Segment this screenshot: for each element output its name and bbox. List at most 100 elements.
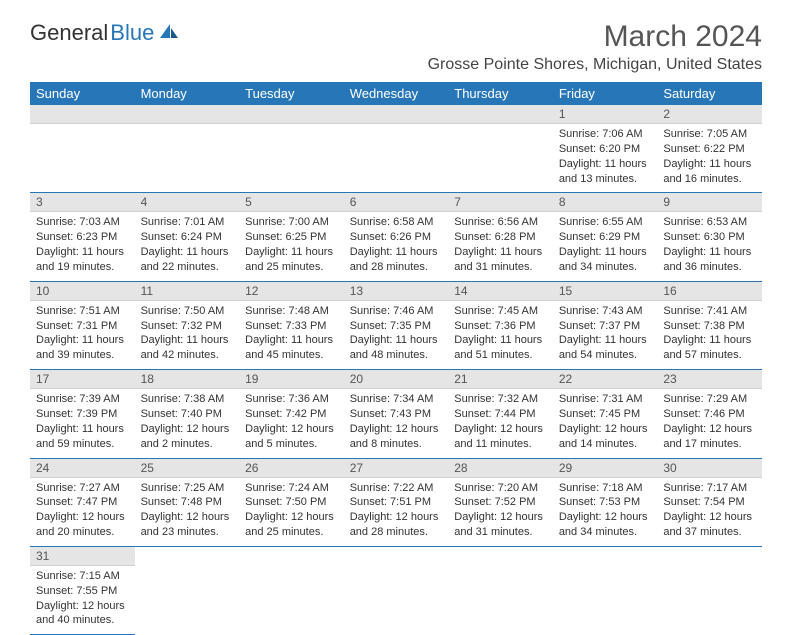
day-number: 5: [239, 193, 344, 212]
sunrise-text: Sunrise: 7:32 AM: [454, 392, 547, 407]
calendar-day-cell: 7Sunrise: 6:56 AMSunset: 6:28 PMDaylight…: [448, 193, 553, 281]
daylight-text: Daylight: 11 hours and 19 minutes.: [36, 245, 129, 275]
calendar-day-cell: 12Sunrise: 7:48 AMSunset: 7:33 PMDayligh…: [239, 281, 344, 369]
day-details: Sunrise: 7:06 AMSunset: 6:20 PMDaylight:…: [553, 124, 658, 192]
sunrise-text: Sunrise: 7:27 AM: [36, 481, 129, 496]
calendar-week-row: 31Sunrise: 7:15 AMSunset: 7:55 PMDayligh…: [30, 546, 762, 634]
sunset-text: Sunset: 7:55 PM: [36, 584, 129, 599]
calendar-day-cell: [239, 105, 344, 193]
sunrise-text: Sunrise: 7:00 AM: [245, 215, 338, 230]
sunset-text: Sunset: 7:50 PM: [245, 495, 338, 510]
day-details: Sunrise: 7:29 AMSunset: 7:46 PMDaylight:…: [657, 389, 762, 457]
sunrise-text: Sunrise: 7:46 AM: [350, 304, 443, 319]
calendar-day-cell: [30, 105, 135, 193]
day-number: 13: [344, 282, 449, 301]
calendar-table: Sunday Monday Tuesday Wednesday Thursday…: [30, 82, 762, 635]
calendar-day-cell: [135, 105, 240, 193]
day-number: 9: [657, 193, 762, 212]
daylight-text: Daylight: 11 hours and 13 minutes.: [559, 157, 652, 187]
sunset-text: Sunset: 7:53 PM: [559, 495, 652, 510]
sunset-text: Sunset: 6:25 PM: [245, 230, 338, 245]
sunset-text: Sunset: 6:26 PM: [350, 230, 443, 245]
calendar-day-cell: [239, 546, 344, 634]
sunrise-text: Sunrise: 7:41 AM: [663, 304, 756, 319]
sunset-text: Sunset: 7:54 PM: [663, 495, 756, 510]
sunrise-text: Sunrise: 6:58 AM: [350, 215, 443, 230]
calendar-day-cell: 18Sunrise: 7:38 AMSunset: 7:40 PMDayligh…: [135, 370, 240, 458]
sunrise-text: Sunrise: 7:31 AM: [559, 392, 652, 407]
day-details: Sunrise: 7:36 AMSunset: 7:42 PMDaylight:…: [239, 389, 344, 457]
daylight-text: Daylight: 12 hours and 25 minutes.: [245, 510, 338, 540]
sunset-text: Sunset: 7:47 PM: [36, 495, 129, 510]
day-number: 21: [448, 370, 553, 389]
sunset-text: Sunset: 6:20 PM: [559, 142, 652, 157]
day-number: 18: [135, 370, 240, 389]
calendar-day-cell: [135, 546, 240, 634]
day-number: 2: [657, 105, 762, 124]
calendar-day-cell: 15Sunrise: 7:43 AMSunset: 7:37 PMDayligh…: [553, 281, 658, 369]
sunset-text: Sunset: 7:37 PM: [559, 319, 652, 334]
sunset-text: Sunset: 7:44 PM: [454, 407, 547, 422]
calendar-day-cell: 28Sunrise: 7:20 AMSunset: 7:52 PMDayligh…: [448, 458, 553, 546]
calendar-day-cell: 24Sunrise: 7:27 AMSunset: 7:47 PMDayligh…: [30, 458, 135, 546]
day-details: Sunrise: 6:58 AMSunset: 6:26 PMDaylight:…: [344, 212, 449, 280]
daylight-text: Daylight: 12 hours and 14 minutes.: [559, 422, 652, 452]
day-details: Sunrise: 7:39 AMSunset: 7:39 PMDaylight:…: [30, 389, 135, 457]
sunrise-text: Sunrise: 7:20 AM: [454, 481, 547, 496]
daylight-text: Daylight: 11 hours and 51 minutes.: [454, 333, 547, 363]
day-number: 19: [239, 370, 344, 389]
day-header: Tuesday: [239, 82, 344, 105]
calendar-day-cell: 26Sunrise: 7:24 AMSunset: 7:50 PMDayligh…: [239, 458, 344, 546]
calendar-day-cell: [448, 546, 553, 634]
day-details: Sunrise: 7:34 AMSunset: 7:43 PMDaylight:…: [344, 389, 449, 457]
day-details: Sunrise: 7:51 AMSunset: 7:31 PMDaylight:…: [30, 301, 135, 369]
day-number: 23: [657, 370, 762, 389]
calendar-day-cell: [553, 546, 658, 634]
calendar-day-cell: 1Sunrise: 7:06 AMSunset: 6:20 PMDaylight…: [553, 105, 658, 193]
day-header: Monday: [135, 82, 240, 105]
sunset-text: Sunset: 6:29 PM: [559, 230, 652, 245]
calendar-day-cell: 9Sunrise: 6:53 AMSunset: 6:30 PMDaylight…: [657, 193, 762, 281]
sunrise-text: Sunrise: 7:39 AM: [36, 392, 129, 407]
sunset-text: Sunset: 7:45 PM: [559, 407, 652, 422]
daylight-text: Daylight: 11 hours and 39 minutes.: [36, 333, 129, 363]
calendar-day-cell: [448, 105, 553, 193]
daylight-text: Daylight: 12 hours and 11 minutes.: [454, 422, 547, 452]
day-details: Sunrise: 7:15 AMSunset: 7:55 PMDaylight:…: [30, 566, 135, 634]
sunset-text: Sunset: 6:28 PM: [454, 230, 547, 245]
sunset-text: Sunset: 6:22 PM: [663, 142, 756, 157]
sunset-text: Sunset: 7:46 PM: [663, 407, 756, 422]
day-number: 6: [344, 193, 449, 212]
daylight-text: Daylight: 12 hours and 8 minutes.: [350, 422, 443, 452]
day-details: Sunrise: 7:17 AMSunset: 7:54 PMDaylight:…: [657, 478, 762, 546]
calendar-day-cell: 4Sunrise: 7:01 AMSunset: 6:24 PMDaylight…: [135, 193, 240, 281]
day-header: Saturday: [657, 82, 762, 105]
sunrise-text: Sunrise: 7:38 AM: [141, 392, 234, 407]
calendar-day-cell: 13Sunrise: 7:46 AMSunset: 7:35 PMDayligh…: [344, 281, 449, 369]
day-details: Sunrise: 7:48 AMSunset: 7:33 PMDaylight:…: [239, 301, 344, 369]
day-number: 25: [135, 459, 240, 478]
daylight-text: Daylight: 12 hours and 23 minutes.: [141, 510, 234, 540]
daylight-text: Daylight: 11 hours and 57 minutes.: [663, 333, 756, 363]
calendar-week-row: 10Sunrise: 7:51 AMSunset: 7:31 PMDayligh…: [30, 281, 762, 369]
calendar-week-row: 17Sunrise: 7:39 AMSunset: 7:39 PMDayligh…: [30, 370, 762, 458]
calendar-day-cell: [344, 546, 449, 634]
sunset-text: Sunset: 7:52 PM: [454, 495, 547, 510]
day-details: Sunrise: 7:32 AMSunset: 7:44 PMDaylight:…: [448, 389, 553, 457]
day-number: 7: [448, 193, 553, 212]
day-number: 15: [553, 282, 658, 301]
sunset-text: Sunset: 6:23 PM: [36, 230, 129, 245]
day-number: 29: [553, 459, 658, 478]
day-details: Sunrise: 7:31 AMSunset: 7:45 PMDaylight:…: [553, 389, 658, 457]
sunset-text: Sunset: 7:43 PM: [350, 407, 443, 422]
day-details: Sunrise: 7:20 AMSunset: 7:52 PMDaylight:…: [448, 478, 553, 546]
sunrise-text: Sunrise: 6:56 AM: [454, 215, 547, 230]
calendar-day-cell: 5Sunrise: 7:00 AMSunset: 6:25 PMDaylight…: [239, 193, 344, 281]
day-header: Wednesday: [344, 82, 449, 105]
daylight-text: Daylight: 11 hours and 42 minutes.: [141, 333, 234, 363]
sunset-text: Sunset: 6:30 PM: [663, 230, 756, 245]
calendar-day-cell: 16Sunrise: 7:41 AMSunset: 7:38 PMDayligh…: [657, 281, 762, 369]
calendar-day-cell: 29Sunrise: 7:18 AMSunset: 7:53 PMDayligh…: [553, 458, 658, 546]
day-details: Sunrise: 7:25 AMSunset: 7:48 PMDaylight:…: [135, 478, 240, 546]
month-title: March 2024: [604, 20, 762, 54]
